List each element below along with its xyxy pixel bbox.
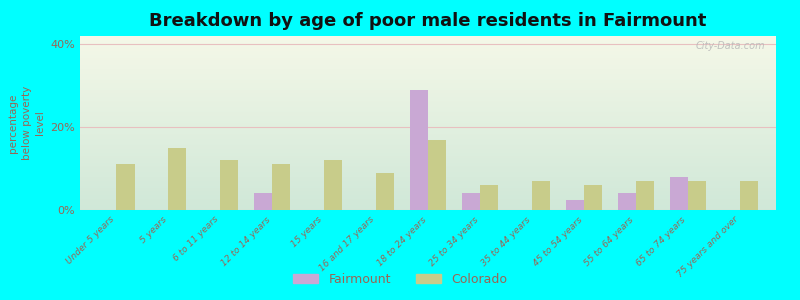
Bar	[740, 181, 758, 210]
Bar	[688, 181, 706, 210]
Y-axis label: percentage
below poverty
level: percentage below poverty level	[9, 86, 45, 160]
Bar	[254, 194, 272, 210]
Bar	[566, 200, 584, 210]
Text: City-Data.com: City-Data.com	[696, 41, 766, 51]
Bar	[618, 194, 636, 210]
Legend: Fairmount, Colorado: Fairmount, Colorado	[288, 268, 512, 291]
Bar	[272, 164, 290, 210]
Bar	[428, 140, 446, 210]
Bar	[168, 148, 186, 210]
Bar	[636, 181, 654, 210]
Bar	[480, 185, 498, 210]
Bar	[116, 164, 134, 210]
Bar	[670, 177, 688, 210]
Bar	[376, 173, 394, 210]
Title: Breakdown by age of poor male residents in Fairmount: Breakdown by age of poor male residents …	[150, 12, 706, 30]
Bar	[584, 185, 602, 210]
Bar	[220, 160, 238, 210]
Bar	[324, 160, 342, 210]
Bar	[410, 90, 428, 210]
Bar	[462, 194, 480, 210]
Bar	[532, 181, 550, 210]
